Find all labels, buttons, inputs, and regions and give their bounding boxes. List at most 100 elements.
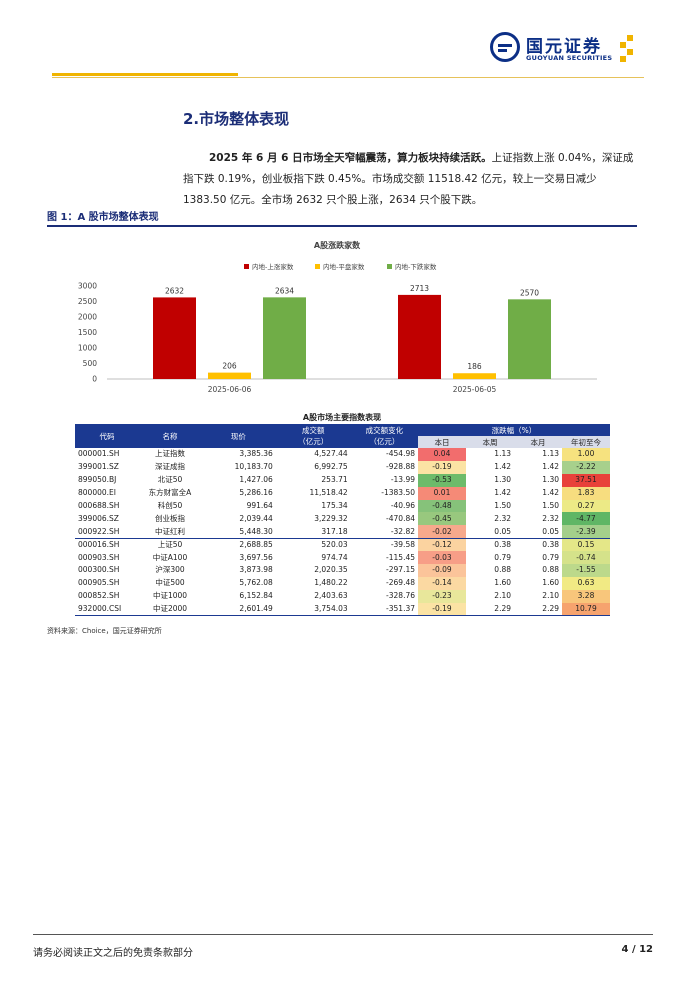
cell-ytd: -4.77 bbox=[562, 512, 610, 526]
footer-rule bbox=[33, 934, 653, 935]
cell-month: 1.13 bbox=[542, 449, 559, 459]
col-header-price: 现价 bbox=[201, 424, 276, 448]
table-row: 000903.SH 中证A100 3,697.56 974.74 -115.45 -0.0… bbox=[75, 551, 610, 565]
table-row: 000905.SH 中证500 5,762.08 1,480.22 -269.48 -0.… bbox=[75, 576, 610, 590]
cell-month: 0.05 bbox=[542, 526, 559, 536]
table-title: A股市场主要指数表现 bbox=[302, 413, 382, 422]
cell-code: 000905.SH bbox=[78, 578, 120, 588]
cell-ytd: 1.83 bbox=[562, 486, 610, 500]
table-row: 000922.SH 中证红利 5,448.30 317.18 -32.82 -0.02 0.… bbox=[75, 525, 610, 539]
cell-week: 0.05 bbox=[494, 526, 511, 536]
logo-square-icon bbox=[627, 49, 633, 55]
cell-price: 5,448.30 bbox=[239, 526, 273, 536]
header-accent-line bbox=[52, 73, 238, 76]
cell-month: 2.29 bbox=[514, 602, 562, 617]
cell-week: 0.88 bbox=[494, 565, 511, 575]
cell-name: 北证50 bbox=[157, 475, 183, 485]
cell-month: 2.32 bbox=[542, 513, 559, 523]
cell-name: 中证1000 bbox=[152, 591, 188, 601]
figure-label: 图 1：A 股市场整体表现 bbox=[47, 212, 159, 223]
cell-price: 3,385.36 bbox=[239, 449, 273, 459]
legend-swatch bbox=[244, 264, 249, 269]
cell-day: 0.01 bbox=[418, 486, 466, 500]
col-header-name: 名称 bbox=[139, 424, 201, 448]
cell-code: 000688.SH bbox=[78, 501, 120, 510]
legend-swatch bbox=[387, 264, 392, 269]
cell-code: 000001.SH bbox=[78, 449, 120, 459]
cell-month: 1.42 bbox=[542, 462, 559, 472]
cell-month: 2.10 bbox=[542, 591, 559, 601]
cell-ytd: 3.28 bbox=[562, 589, 610, 603]
col-header-ytd: 年初至今 bbox=[562, 436, 610, 448]
cell-amount-change: -115.45 bbox=[386, 552, 415, 562]
legend-label: 内地-上涨家数 bbox=[252, 262, 294, 271]
cell-code: 399006.SZ bbox=[78, 513, 119, 523]
cell-week: 1.50 bbox=[494, 501, 511, 510]
cell-code: 000016.SH bbox=[75, 537, 139, 552]
logo-square-icon bbox=[620, 56, 626, 62]
cell-month: 0.88 bbox=[542, 565, 559, 575]
table-row: 399001.SZ 深证成指 10,183.70 6,992.75 -928.88 -0.… bbox=[75, 460, 610, 474]
cell-name: 科创50 bbox=[157, 501, 183, 510]
cell-code: 899050.BJ bbox=[78, 475, 117, 485]
table-row: 000852.SH 中证1000 6,152.84 2,403.63 -328.76 -0… bbox=[75, 589, 610, 603]
cell-amount: 11,518.42 bbox=[309, 488, 348, 498]
cell-ytd: 0.63 bbox=[562, 576, 610, 590]
cell-day: -0.48 bbox=[418, 499, 466, 513]
table-row: 932000.CSI 中证2000 2,601.49 3,754.03 -351.37-… bbox=[75, 602, 610, 617]
logo-name-en: GUOYUAN SECURITIES bbox=[526, 54, 613, 62]
figure-rule bbox=[47, 225, 637, 227]
bar-data-label: 2632 bbox=[165, 286, 184, 295]
cell-week: 1.13 bbox=[494, 449, 511, 459]
cell-ytd: 0.27 bbox=[562, 499, 610, 513]
cell-amount: 3,229.32 bbox=[314, 513, 348, 523]
cell-day: -0.09 bbox=[418, 564, 466, 577]
market-summary-paragraph: 2025 年 6 月 6 日市场全天窄幅震荡，算力板块持续活跃。上证指数上涨 0… bbox=[183, 148, 635, 211]
section-title: 2.市场整体表现 bbox=[183, 110, 290, 128]
cell-week: 0.38 bbox=[466, 537, 514, 552]
cell-day: -0.12 bbox=[418, 537, 466, 552]
cell-amount-change: -454.98 bbox=[386, 449, 415, 459]
cell-amount: 6,992.75 bbox=[314, 462, 348, 472]
cell-amount-change: -40.96 bbox=[390, 501, 415, 510]
logo-square-icon bbox=[627, 35, 633, 41]
cell-price: 1,427.06 bbox=[239, 475, 273, 485]
bar bbox=[508, 299, 551, 379]
company-logo: 国元证券 GUOYUAN SECURITIES bbox=[490, 32, 640, 66]
summary-body: 上证指数上涨 0.04%，深证成指下跌 0.19%，创业板指下跌 0.45%。市… bbox=[183, 152, 634, 206]
cell-amount: 317.18 bbox=[321, 526, 348, 536]
cell-price: 3,873.98 bbox=[239, 565, 273, 575]
col-header-week: 本周 bbox=[466, 436, 514, 448]
cell-amount-change: -351.37 bbox=[350, 602, 418, 617]
cell-amount: 520.03 bbox=[275, 537, 351, 552]
chart-title: A股涨跌家数 bbox=[314, 240, 361, 250]
cell-ytd: -1.55 bbox=[562, 564, 610, 577]
cell-day: 0.04 bbox=[418, 448, 466, 461]
cell-amount-change: -297.15 bbox=[386, 565, 415, 575]
cell-amount: 2,403.63 bbox=[314, 591, 348, 601]
cell-name: 中证2000 bbox=[139, 602, 201, 617]
table-row: 000300.SH 沪深300 3,873.98 2,020.35 -297.15 -0.… bbox=[75, 564, 610, 577]
y-tick-label: 1000 bbox=[78, 344, 97, 353]
logo-mark-icon bbox=[490, 32, 520, 62]
cell-week: 1.42 bbox=[494, 462, 511, 472]
cell-price: 2,601.49 bbox=[201, 602, 276, 617]
cell-amount-change: -13.99 bbox=[390, 475, 415, 485]
cell-name: 上证指数 bbox=[155, 449, 185, 459]
col-header-day: 本日 bbox=[418, 436, 466, 448]
cell-code: 800000.EI bbox=[78, 488, 116, 498]
cell-price: 2,688.85 bbox=[201, 537, 276, 552]
y-tick-label: 0 bbox=[92, 375, 97, 384]
cell-price: 991.64 bbox=[246, 501, 273, 510]
logo-square-icon bbox=[620, 42, 626, 48]
advance-decline-chart: A股涨跌家数 内地-上涨家数 内地-平盘家数 内地-下跌家数 0 500 1000 1500 2… bbox=[47, 228, 637, 406]
legend-label: 内地-下跌家数 bbox=[395, 262, 437, 271]
cell-week: 2.32 bbox=[494, 513, 511, 523]
page-number: 4 / 12 bbox=[621, 944, 654, 955]
cell-day: -0.19 bbox=[418, 602, 466, 617]
y-tick-label: 2500 bbox=[78, 297, 97, 306]
y-tick-label: 3000 bbox=[78, 282, 97, 291]
table-row: 000016.SH 上证50 2,688.85 520.03 -39.58 -0.12 0.… bbox=[75, 537, 610, 552]
cell-day: -0.02 bbox=[418, 525, 466, 539]
table-row: 899050.BJ 北证50 1,427.06 253.71 -13.99 -0.53 1.… bbox=[75, 473, 610, 487]
